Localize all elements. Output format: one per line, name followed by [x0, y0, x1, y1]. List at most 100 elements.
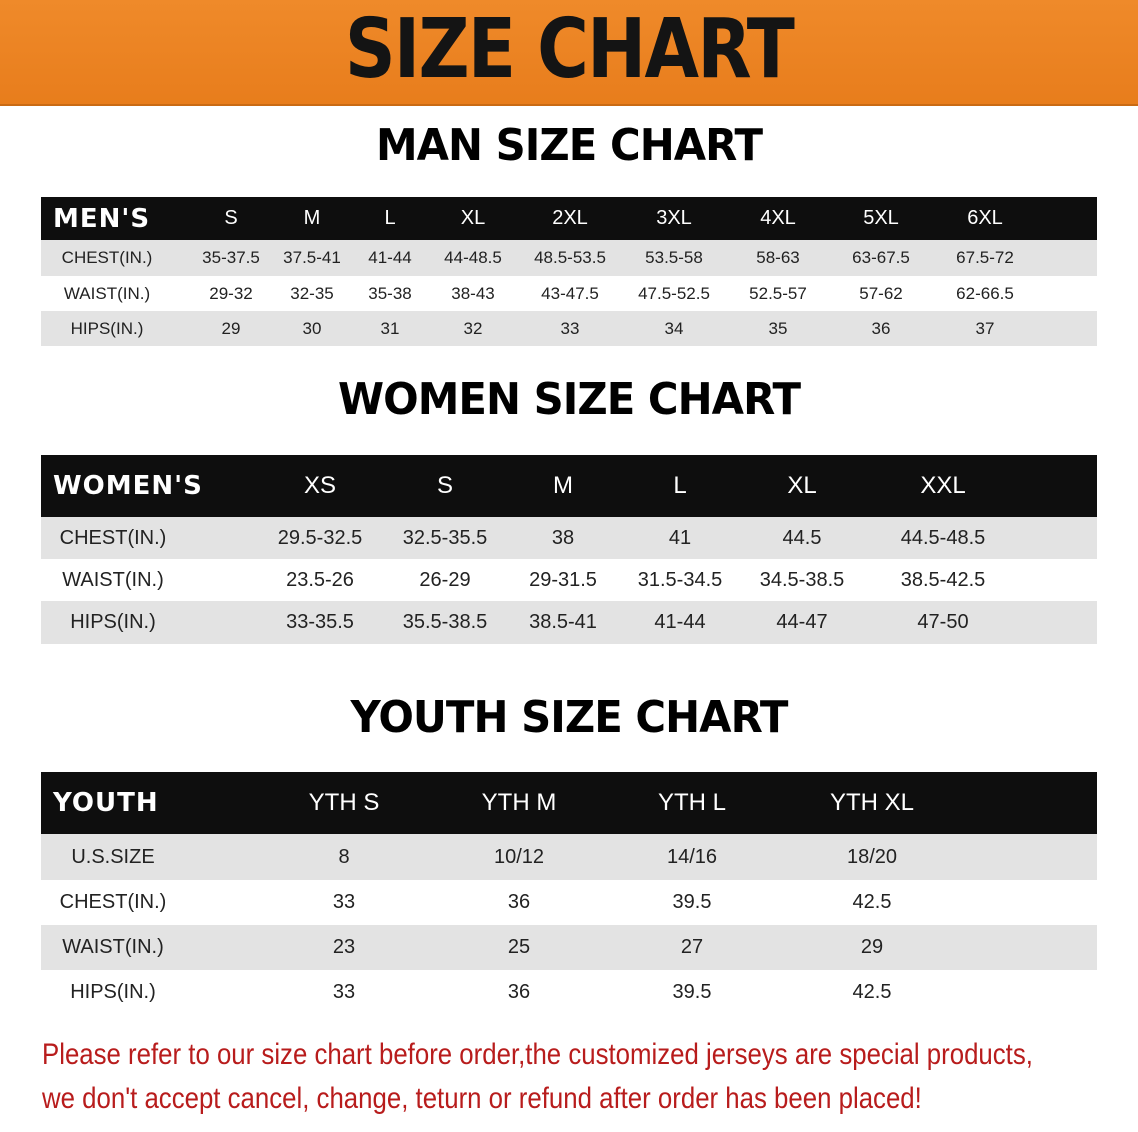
- measurement-label: CHEST(IN.): [59, 891, 167, 913]
- measurement-value: 39.5: [672, 981, 712, 1003]
- measurement-label: CHEST(IN.): [59, 526, 167, 549]
- measurement-value: 67.5-72: [956, 248, 1014, 267]
- measurement-value: 48.5-53.5: [534, 248, 606, 267]
- measurement-value: 38-43: [451, 283, 495, 303]
- measurement-value: 44.5-48.5: [900, 526, 986, 549]
- measurement-value: 34: [664, 318, 684, 338]
- measurement-value: 38: [551, 526, 575, 549]
- women-table-row: HIPS(IN.) 33-35.5 35.5-38.5 38.5-41 41-44 44-…: [41, 601, 1097, 644]
- size-column-header: YTH M: [481, 789, 557, 816]
- measurement-value: 52.5-57: [749, 283, 807, 303]
- measurement-value: 33: [332, 981, 356, 1003]
- size-column-header: XL: [787, 472, 817, 499]
- measurement-value: 62-66.5: [956, 283, 1014, 303]
- measurement-value: 41: [668, 526, 692, 549]
- measurement-value: 10/12: [493, 845, 545, 868]
- measurement-value: 44-47: [776, 611, 828, 633]
- size-column-header: M: [303, 207, 321, 229]
- size-column-header: 4XL: [760, 207, 796, 229]
- size-column-header: YTH L: [657, 789, 727, 816]
- youth-table-row: WAIST(IN.) 23 25 27 29: [41, 925, 1097, 970]
- measurement-value: 42.5: [852, 981, 892, 1003]
- size-column-header: XXL: [920, 472, 966, 499]
- youth-section-title: YOUTH SIZE CHART: [350, 692, 788, 743]
- notice-line-2: we don't accept cancel, change, teturn o…: [42, 1082, 922, 1115]
- measurement-value: 36: [507, 981, 531, 1003]
- youth-table-row: HIPS(IN.) 33 36 39.5 42.5: [41, 970, 1097, 1015]
- men-table-row: CHEST(IN.) 35-37.5 37.5-41 41-44 44-48.5 48.5…: [41, 240, 1097, 276]
- measurement-value: 33-35.5: [286, 611, 354, 633]
- youth-header-label: YOUTH: [53, 788, 159, 818]
- measurement-value: 58-63: [756, 248, 800, 267]
- measurement-value: 41-44: [368, 248, 412, 267]
- measurement-value: 47.5-52.5: [638, 283, 710, 303]
- measurement-value: 38.5-41: [529, 611, 597, 633]
- measurement-value: 47-50: [917, 611, 969, 633]
- men-header-label: MEN'S: [53, 203, 151, 234]
- size-column-header: XS: [303, 472, 337, 499]
- measurement-value: 31.5-34.5: [637, 568, 723, 591]
- measurement-value: 39.5: [672, 891, 712, 913]
- measurement-value: 18/20: [846, 845, 898, 868]
- measurement-value: 37.5-41: [283, 248, 341, 267]
- youth-table-row: U.S.SIZE 8 10/12 14/16 18/20: [41, 834, 1097, 880]
- measurement-value: 53.5-58: [645, 248, 703, 267]
- size-column-header: YTH XL: [829, 789, 915, 816]
- measurement-label: HIPS(IN.): [70, 611, 156, 633]
- measurement-value: 36: [871, 318, 891, 338]
- notice-line-1: Please refer to our size chart before or…: [42, 1038, 1033, 1071]
- size-column-header: 2XL: [552, 207, 588, 229]
- men-size-table: MEN'S S M L XL 2XL 3XL 4XL 5XL 6XL CHEST(IN.) 35-37…: [41, 197, 1097, 346]
- measurement-value: 33: [560, 318, 580, 338]
- size-column-header: S: [224, 207, 238, 229]
- measurement-value: 25: [507, 936, 531, 958]
- size-column-header: 3XL: [656, 207, 692, 229]
- measurement-value: 29-31.5: [529, 568, 597, 591]
- measurement-value: 35-37.5: [202, 248, 260, 267]
- measurement-label: WAIST(IN.): [62, 568, 164, 591]
- women-header-label: WOMEN'S: [53, 471, 203, 501]
- size-column-header: L: [673, 472, 687, 499]
- measurement-label: WAIST(IN.): [62, 936, 164, 958]
- measurement-label: CHEST(IN.): [61, 248, 153, 267]
- measurement-value: 14/16: [666, 845, 718, 868]
- measurement-value: 35-38: [368, 283, 412, 303]
- women-section-title: WOMEN SIZE CHART: [337, 374, 801, 425]
- women-table-header: WOMEN'S XS S M L XL XXL: [41, 455, 1097, 517]
- measurement-value: 44.5: [782, 526, 822, 549]
- size-column-header: 5XL: [863, 207, 899, 229]
- women-table-row: WAIST(IN.) 23.5-26 26-29 29-31.5 31.5-34.5 34…: [41, 559, 1097, 601]
- measurement-value: 36: [507, 891, 531, 913]
- measurement-value: 31: [380, 318, 400, 338]
- banner-title: SIZE CHART: [344, 2, 795, 97]
- size-column-header: S: [436, 472, 454, 499]
- size-column-header: L: [384, 207, 396, 229]
- women-size-table: WOMEN'S XS S M L XL XXL CHEST(IN.) 29.5-32.5 32.5…: [41, 455, 1097, 644]
- measurement-value: 29.5-32.5: [277, 526, 363, 549]
- women-table-row: CHEST(IN.) 29.5-32.5 32.5-35.5 38 41 44.5 44.5…: [41, 517, 1097, 559]
- measurement-value: 29: [860, 936, 884, 958]
- measurement-value: 38.5-42.5: [900, 568, 986, 591]
- measurement-value: 32.5-35.5: [402, 526, 488, 549]
- measurement-value: 29: [221, 318, 241, 338]
- measurement-value: 23.5-26: [286, 568, 354, 591]
- measurement-label: HIPS(IN.): [70, 318, 144, 338]
- measurement-value: 57-62: [859, 283, 903, 303]
- measurement-value: 43-47.5: [541, 283, 599, 303]
- measurement-label: U.S.SIZE: [71, 845, 155, 868]
- men-table-row: HIPS(IN.) 29 30 31 32 33 34 35 36 37: [41, 311, 1097, 346]
- measurement-value: 41-44: [654, 611, 706, 633]
- measurement-value: 8: [338, 845, 350, 868]
- youth-table-row: CHEST(IN.) 33 36 39.5 42.5: [41, 880, 1097, 925]
- size-column-header: YTH S: [308, 789, 380, 816]
- measurement-label: HIPS(IN.): [70, 981, 156, 1003]
- measurement-value: 35.5-38.5: [402, 611, 488, 633]
- men-section-title: MAN SIZE CHART: [375, 120, 763, 171]
- size-column-header: 6XL: [967, 207, 1003, 229]
- measurement-value: 30: [302, 318, 322, 338]
- youth-size-table: YOUTH YTH S YTH M YTH L YTH XL U.S.SIZE 8 10/12…: [41, 772, 1097, 1015]
- header-banner: SIZE CHART: [0, 0, 1138, 106]
- measurement-value: 33: [332, 891, 356, 913]
- measurement-value: 44-48.5: [444, 248, 502, 267]
- measurement-value: 63-67.5: [852, 248, 910, 267]
